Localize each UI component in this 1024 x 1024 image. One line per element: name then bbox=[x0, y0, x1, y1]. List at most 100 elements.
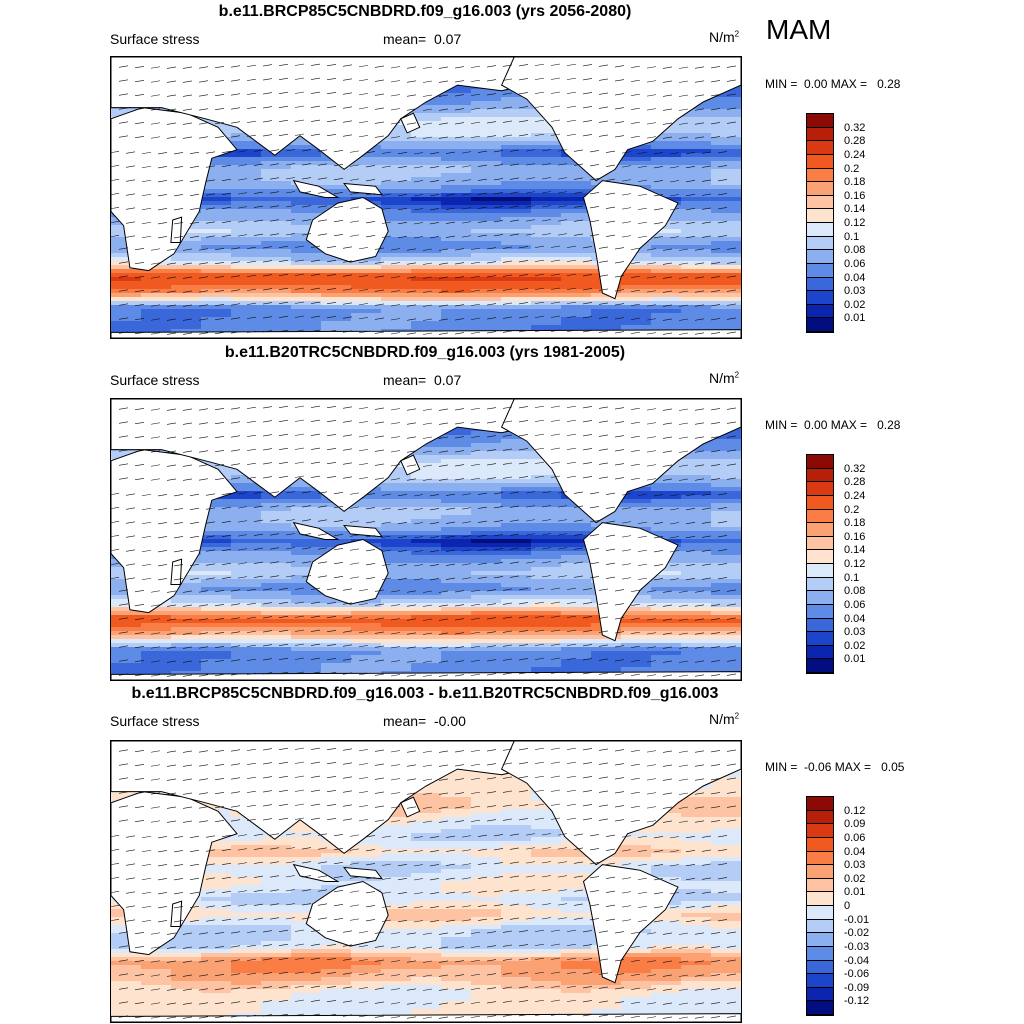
stress-cell bbox=[171, 273, 201, 277]
stress-vector bbox=[493, 548, 504, 551]
stress-cell bbox=[231, 221, 261, 225]
stress-vector bbox=[454, 332, 465, 335]
stress-vector bbox=[397, 194, 408, 197]
units-label: N/m2 bbox=[709, 711, 739, 727]
stress-cell bbox=[231, 249, 261, 253]
stress-vector bbox=[589, 178, 600, 181]
stress-cell bbox=[621, 321, 651, 325]
stress-vector bbox=[342, 274, 353, 277]
stress-vector bbox=[182, 80, 193, 83]
stress-cell bbox=[441, 305, 471, 309]
stress-cell bbox=[501, 643, 531, 647]
stress-vector bbox=[566, 671, 577, 674]
stress-vector bbox=[390, 94, 401, 97]
stress-cell bbox=[321, 611, 351, 615]
stress-vector bbox=[486, 135, 497, 138]
stress-vector bbox=[365, 151, 376, 154]
stress-cell bbox=[231, 217, 261, 221]
stress-vector bbox=[550, 657, 561, 660]
stress-cell bbox=[321, 519, 351, 523]
max-label: MAX = bbox=[834, 760, 872, 774]
stress-vector bbox=[589, 220, 600, 223]
stress-cell bbox=[621, 301, 651, 305]
stress-cell bbox=[471, 145, 501, 149]
stress-vector bbox=[509, 533, 520, 536]
stress-cell bbox=[711, 503, 741, 507]
stress-cell bbox=[231, 627, 261, 631]
stress-cell bbox=[621, 309, 651, 313]
stress-cell bbox=[261, 293, 291, 297]
stress-vector bbox=[205, 493, 216, 496]
stress-cell bbox=[111, 639, 141, 643]
stress-cell bbox=[231, 479, 261, 483]
stress-vector bbox=[166, 436, 177, 439]
stress-vector bbox=[621, 535, 632, 538]
stress-cell bbox=[261, 261, 291, 265]
stress-vector bbox=[269, 177, 280, 180]
stress-cell bbox=[681, 149, 711, 153]
stress-vector bbox=[502, 288, 513, 291]
stress-vector bbox=[726, 135, 737, 138]
stress-cell bbox=[561, 539, 591, 543]
stress-cell bbox=[711, 471, 741, 475]
stress-cell bbox=[441, 631, 471, 635]
stress-vector bbox=[310, 287, 321, 290]
stress-cell bbox=[681, 193, 711, 197]
stress-cell bbox=[381, 297, 411, 301]
stress-vector bbox=[566, 301, 577, 304]
stress-cell bbox=[351, 317, 381, 321]
stress-vector bbox=[141, 165, 152, 169]
stress-cell bbox=[411, 113, 441, 117]
stress-vector bbox=[694, 276, 705, 279]
stress-vector bbox=[598, 434, 609, 437]
stress-vector bbox=[390, 618, 401, 621]
stress-vector bbox=[461, 549, 472, 552]
stress-vector bbox=[326, 462, 337, 465]
stress-vector bbox=[502, 246, 513, 249]
stress-cell bbox=[501, 157, 531, 161]
stress-cell bbox=[711, 273, 741, 277]
stress-vector bbox=[614, 247, 625, 250]
stress-cell bbox=[201, 603, 231, 607]
stress-vector bbox=[406, 318, 417, 321]
stress-vector bbox=[518, 420, 529, 423]
stress-cell bbox=[441, 659, 471, 663]
stress-vector bbox=[525, 149, 536, 152]
stress-cell bbox=[531, 237, 561, 241]
stress-cell bbox=[261, 157, 291, 161]
stress-cell bbox=[171, 305, 201, 309]
stress-cell bbox=[591, 667, 621, 671]
stress-vector bbox=[406, 436, 417, 439]
stress-cell bbox=[201, 647, 231, 651]
stress-vector bbox=[141, 577, 152, 581]
stress-cell bbox=[711, 121, 741, 125]
stress-cell bbox=[411, 571, 441, 575]
stress-cell bbox=[561, 253, 591, 257]
stress-cell bbox=[381, 145, 411, 149]
stress-vector bbox=[198, 108, 209, 111]
stress-vector bbox=[534, 671, 545, 674]
stress-cell bbox=[231, 297, 261, 301]
stress-cell bbox=[711, 559, 741, 563]
stress-cell bbox=[111, 269, 141, 273]
stress-cell bbox=[441, 447, 471, 451]
stress-vector bbox=[406, 276, 417, 279]
stress-cell bbox=[231, 305, 261, 309]
stress-cell bbox=[621, 165, 651, 169]
stress-vector bbox=[662, 646, 673, 649]
stress-cell bbox=[291, 225, 321, 229]
stress-vector bbox=[454, 660, 465, 663]
stress-cell bbox=[561, 201, 591, 205]
stress-cell bbox=[681, 209, 711, 213]
stress-vector bbox=[566, 91, 577, 94]
stress-cell bbox=[441, 591, 471, 595]
stress-vector bbox=[189, 549, 200, 553]
stress-vector bbox=[461, 179, 472, 182]
stress-vector bbox=[598, 92, 609, 95]
stress-cell bbox=[711, 221, 741, 225]
stress-cell bbox=[711, 173, 741, 177]
stress-vector bbox=[390, 122, 401, 125]
stress-cell bbox=[291, 313, 321, 317]
stress-cell bbox=[621, 627, 651, 631]
colorbar-tick-label: 0.2 bbox=[844, 503, 860, 516]
